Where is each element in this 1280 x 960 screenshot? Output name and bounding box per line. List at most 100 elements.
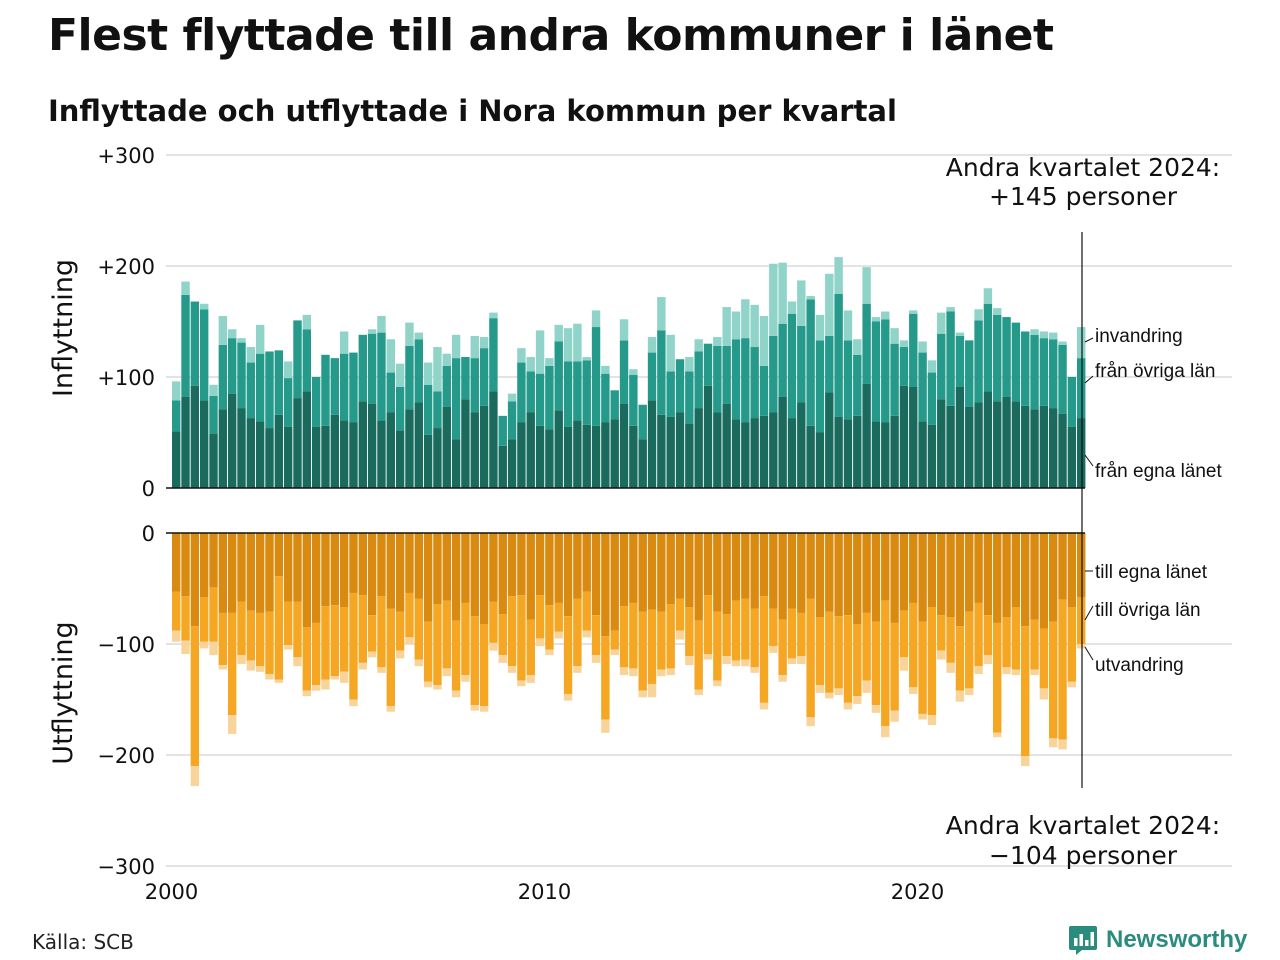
leader-emigration — [1084, 646, 1094, 661]
bar-out-own-county — [993, 533, 1002, 623]
bar-in-own-county — [386, 412, 395, 488]
bar-in-other-counties — [227, 338, 237, 394]
bar-out-emigration — [172, 630, 181, 642]
bar-out-other-counties — [367, 615, 377, 652]
chart-subtitle: Inflyttade och utflyttade i Nora kommun … — [48, 94, 897, 128]
bar-in-immigration — [881, 311, 890, 320]
bar-out-own-county — [815, 533, 825, 618]
y-axis-title-in: Inflyttning — [48, 259, 79, 397]
series-label-emigration: utvandring — [1095, 655, 1184, 676]
bar-out-emigration — [638, 690, 647, 698]
annotation-out-line2: −104 personer — [989, 841, 1178, 870]
bar-in-own-county — [591, 425, 601, 488]
bar-out-own-county — [172, 533, 181, 592]
bar-out-other-counties — [974, 602, 983, 667]
bar-out-other-counties — [1039, 628, 1049, 689]
bar-in-immigration — [843, 310, 853, 341]
bar-in-own-county — [685, 423, 694, 488]
bar-out-own-county — [526, 533, 535, 620]
bar-in-own-county — [862, 383, 871, 488]
bar-out-other-counties — [694, 620, 703, 690]
bar-in-own-county — [265, 428, 274, 488]
bar-out-other-counties — [610, 630, 619, 650]
bar-in-other-counties — [461, 357, 470, 400]
bar-out-own-county — [797, 533, 806, 613]
bar-out-other-counties — [685, 607, 694, 657]
brand-name: Newsworthy — [1106, 926, 1248, 953]
x-tick-label: 2000 — [145, 880, 198, 904]
bar-out-own-county — [1058, 533, 1067, 600]
bar-out-own-county — [713, 533, 722, 612]
bar-in-own-county — [358, 401, 367, 488]
bar-out-emigration — [722, 656, 731, 664]
bar-out-emigration — [647, 683, 657, 698]
bar-in-own-county — [675, 412, 685, 488]
bar-in-other-counties — [1021, 331, 1030, 406]
bar-out-other-counties — [965, 611, 974, 689]
bar-in-own-county — [731, 419, 741, 488]
bar-out-own-county — [1077, 533, 1086, 598]
bar-out-emigration — [545, 649, 554, 656]
y-tick-label-in: +100 — [97, 366, 155, 390]
bar-in-other-counties — [395, 386, 405, 431]
bar-in-other-counties — [339, 353, 349, 421]
bar-in-own-county — [199, 400, 209, 488]
bar-in-other-counties — [629, 374, 638, 426]
bar-out-emigration — [218, 665, 228, 670]
bar-out-emigration — [582, 630, 591, 638]
bar-in-other-counties — [535, 373, 545, 426]
bar-in-own-county — [255, 421, 265, 488]
bar-out-emigration — [237, 655, 246, 664]
bar-in-own-county — [806, 425, 815, 488]
bar-in-immigration — [199, 303, 209, 310]
bar-out-other-counties — [274, 576, 284, 680]
bar-in-own-county — [787, 418, 797, 488]
bar-out-emigration — [1058, 739, 1067, 750]
bar-out-emigration — [1011, 669, 1021, 676]
bar-in-immigration — [433, 347, 442, 392]
bar-out-emigration — [1049, 738, 1058, 748]
bar-out-other-counties — [769, 608, 778, 647]
bar-in-other-counties — [1049, 339, 1058, 409]
bar-out-emigration — [713, 680, 722, 687]
bar-out-emigration — [703, 653, 713, 660]
bar-out-other-counties — [526, 619, 535, 676]
bar-out-emigration — [787, 658, 797, 664]
bar-out-own-county — [433, 533, 442, 605]
leader-in-own-county — [1084, 454, 1094, 467]
bar-out-other-counties — [237, 601, 246, 656]
bar-out-other-counties — [172, 591, 181, 631]
bar-in-other-counties — [815, 340, 825, 433]
bar-out-own-county — [871, 533, 881, 622]
bar-out-other-counties — [545, 605, 554, 650]
bar-out-own-county — [1021, 533, 1030, 627]
bar-in-immigration — [806, 295, 815, 300]
bar-out-other-counties — [554, 602, 563, 632]
bar-out-other-counties — [517, 595, 526, 681]
bar-out-other-counties — [563, 616, 573, 694]
bar-in-other-counties — [479, 348, 489, 406]
bar-in-own-county — [563, 426, 573, 488]
bar-in-other-counties — [246, 362, 256, 419]
bar-in-own-county — [526, 412, 535, 488]
bar-in-other-counties — [1067, 377, 1077, 427]
bar-out-emigration — [993, 732, 1002, 738]
bar-in-own-county — [918, 421, 927, 488]
bar-out-other-counties — [1049, 621, 1058, 739]
leader-out-other-counties — [1084, 605, 1094, 621]
bar-out-own-county — [694, 533, 703, 621]
bar-out-emigration — [330, 676, 340, 680]
bar-out-other-counties — [946, 617, 955, 663]
bar-in-other-counties — [405, 345, 414, 410]
bar-out-other-counties — [881, 600, 890, 727]
bar-in-immigration — [470, 335, 479, 359]
bar-out-other-counties — [806, 598, 815, 718]
bar-in-immigration — [582, 357, 591, 361]
bar-out-own-county — [330, 533, 340, 606]
bar-in-own-county — [423, 434, 433, 488]
bar-in-other-counties — [172, 400, 181, 432]
bar-out-emigration — [591, 655, 601, 663]
bar-in-own-county — [405, 409, 414, 488]
bar-in-immigration — [741, 299, 750, 339]
series-label-out-other-counties: till övriga län — [1095, 600, 1201, 621]
